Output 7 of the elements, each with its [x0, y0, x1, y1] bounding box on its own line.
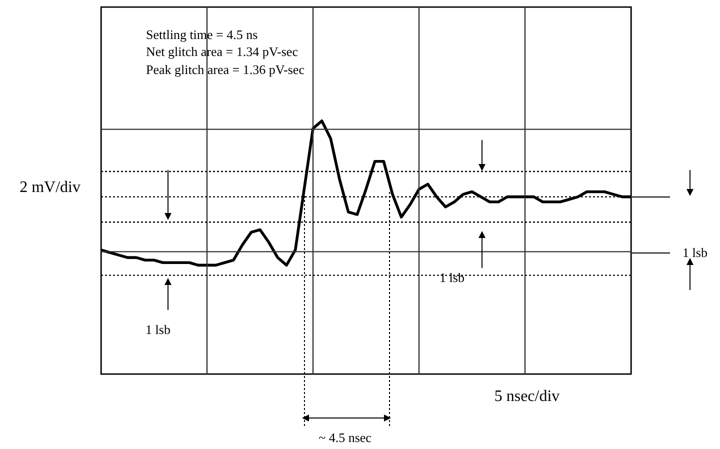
text: 1 lsb — [682, 245, 708, 260]
text: Peak glitch area = 1.36 pV-sec — [146, 62, 305, 77]
text: ~ 4.5 nsec — [318, 430, 372, 445]
annotation: 1 lsb — [440, 270, 464, 285]
x-axis-title: 5 nsec/div — [494, 388, 560, 405]
annotation: 1 lsb — [146, 322, 170, 337]
y-axis-title: 2 mV/div — [20, 179, 80, 196]
